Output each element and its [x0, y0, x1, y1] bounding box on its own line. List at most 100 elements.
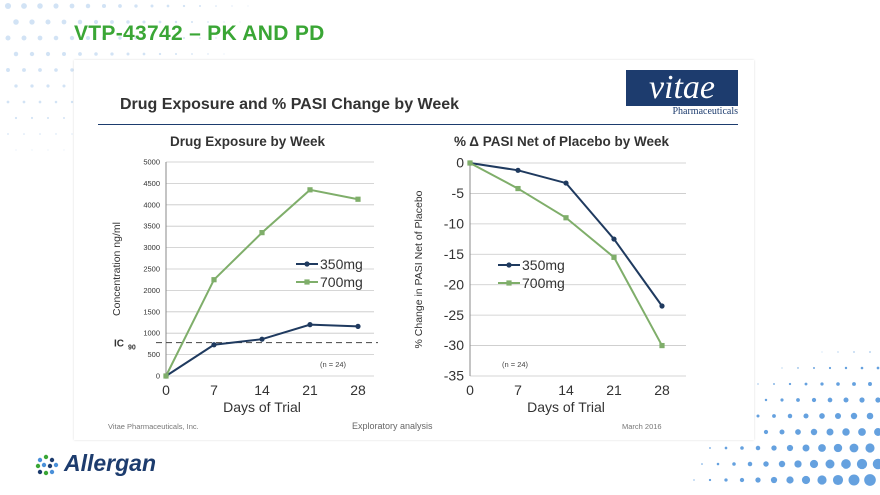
dot	[763, 429, 769, 435]
dot	[732, 462, 736, 466]
dot	[118, 4, 122, 8]
dot	[842, 428, 850, 436]
y-tick-label: 0	[456, 155, 464, 171]
x-tick-label: 28	[350, 382, 366, 398]
dot	[69, 35, 75, 41]
data-point-700mg	[515, 185, 521, 192]
x-tick-label: 0	[162, 382, 170, 398]
dot	[874, 428, 880, 436]
dot	[215, 5, 217, 7]
dot	[30, 84, 34, 88]
dot	[215, 37, 217, 39]
dot	[701, 463, 703, 465]
ic90-label: IC	[114, 339, 124, 350]
dot	[199, 37, 201, 39]
x-axis-label: Days of Trial	[527, 399, 605, 415]
vitae-logo: vitae Pharmaceuticals	[626, 70, 738, 120]
y-tick-label: 0	[156, 372, 160, 381]
dot	[93, 19, 99, 25]
dot	[770, 476, 778, 484]
data-point-700mg	[259, 230, 265, 236]
dot	[101, 3, 107, 9]
footer-company: Vitae Pharmaceuticals, Inc.	[108, 422, 199, 431]
y-tick-label: 1500	[143, 307, 160, 316]
legend-label: 700mg	[522, 275, 565, 291]
dot	[827, 397, 833, 403]
dot	[53, 3, 59, 9]
data-point-700mg	[211, 277, 217, 283]
logo-subtext: Pharmaceuticals	[672, 106, 738, 117]
dot	[772, 414, 776, 418]
dot	[182, 4, 186, 8]
dot	[796, 398, 800, 402]
dot	[21, 3, 27, 9]
dot	[158, 52, 162, 56]
dot	[94, 52, 98, 56]
dot	[142, 52, 146, 56]
y-tick-label: 2000	[143, 286, 160, 295]
dot	[223, 53, 225, 55]
dot	[53, 35, 59, 41]
dot	[190, 20, 194, 24]
dot	[6, 68, 10, 72]
legend-label: 350mg	[320, 256, 363, 272]
dot	[801, 475, 811, 485]
slide-title: VTP-43742 – PK AND PD	[74, 22, 325, 45]
dot	[834, 412, 842, 420]
dot	[856, 458, 868, 470]
dot	[724, 478, 728, 482]
y-tick-label: -30	[444, 337, 464, 353]
dot	[199, 5, 201, 7]
x-tick-label: 28	[654, 382, 670, 398]
dot	[833, 443, 843, 453]
dot	[858, 428, 866, 436]
data-point-700mg	[307, 187, 313, 193]
dot	[788, 382, 792, 386]
dot	[865, 443, 875, 453]
left-chart-title: Drug Exposure by Week	[170, 134, 326, 149]
dot	[71, 133, 73, 135]
dot	[22, 68, 26, 72]
dot	[47, 149, 49, 151]
dot	[803, 413, 809, 419]
dot	[46, 116, 50, 120]
dot	[693, 479, 695, 481]
dot	[22, 100, 26, 104]
data-point-350mg	[259, 336, 265, 342]
x-tick-label: 0	[466, 382, 474, 398]
dot	[773, 383, 775, 385]
y-tick-label: -20	[444, 276, 464, 292]
dot	[78, 52, 82, 56]
dot	[4, 2, 12, 10]
data-point-700mg	[611, 254, 617, 260]
dot	[832, 474, 844, 486]
dot	[809, 459, 819, 469]
dot	[828, 366, 832, 370]
legend-swatch-marker	[304, 261, 310, 267]
dot	[223, 21, 225, 23]
dot	[853, 351, 855, 353]
dot	[852, 382, 856, 386]
dot	[15, 149, 17, 151]
dot	[756, 414, 760, 418]
legend-label: 350mg	[522, 257, 565, 273]
dot	[755, 445, 761, 451]
x-tick-label: 21	[302, 382, 318, 398]
dot	[781, 367, 783, 369]
dot	[231, 37, 233, 39]
dot	[45, 51, 51, 57]
sample-size-note: (n = 24)	[320, 360, 347, 369]
ic90-subscript: 90	[128, 345, 136, 352]
dot	[29, 51, 35, 57]
dot	[13, 19, 19, 25]
dot	[778, 460, 786, 468]
data-point-700mg	[659, 342, 665, 349]
dot	[158, 20, 162, 24]
dot	[55, 133, 57, 135]
data-point-350mg	[307, 322, 313, 328]
dot	[843, 397, 849, 403]
dot	[63, 149, 65, 151]
dot	[182, 36, 186, 40]
data-point-700mg	[355, 196, 361, 202]
dot	[850, 412, 858, 420]
